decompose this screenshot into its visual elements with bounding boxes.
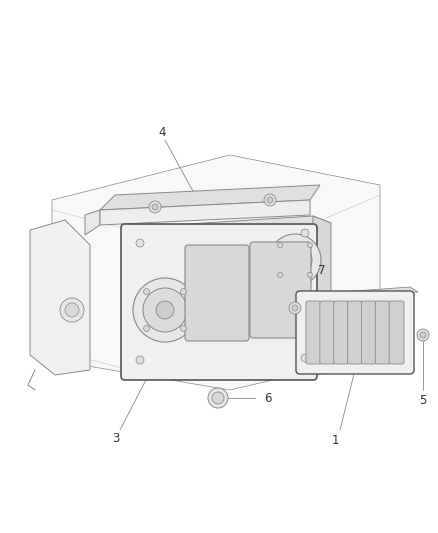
- FancyBboxPatch shape: [389, 301, 404, 364]
- Polygon shape: [313, 216, 331, 376]
- Circle shape: [136, 239, 144, 247]
- FancyBboxPatch shape: [320, 301, 335, 364]
- Circle shape: [208, 388, 228, 408]
- FancyBboxPatch shape: [296, 291, 414, 374]
- Circle shape: [417, 329, 429, 341]
- Circle shape: [133, 278, 197, 342]
- Polygon shape: [52, 155, 380, 390]
- FancyBboxPatch shape: [121, 224, 317, 380]
- Circle shape: [152, 204, 158, 210]
- Circle shape: [180, 325, 187, 332]
- Polygon shape: [300, 287, 418, 300]
- FancyBboxPatch shape: [375, 301, 390, 364]
- Circle shape: [149, 201, 161, 213]
- Circle shape: [212, 392, 224, 404]
- Polygon shape: [100, 185, 320, 210]
- Circle shape: [301, 229, 309, 237]
- Circle shape: [292, 305, 298, 311]
- Circle shape: [307, 243, 312, 248]
- Text: 5: 5: [419, 393, 427, 407]
- FancyBboxPatch shape: [348, 301, 362, 364]
- Circle shape: [144, 288, 150, 295]
- Circle shape: [65, 303, 79, 317]
- Circle shape: [288, 253, 302, 267]
- Circle shape: [144, 325, 150, 332]
- Circle shape: [60, 298, 84, 322]
- FancyBboxPatch shape: [250, 242, 311, 338]
- Circle shape: [307, 272, 312, 277]
- Circle shape: [289, 302, 301, 314]
- Polygon shape: [100, 200, 310, 225]
- Circle shape: [269, 234, 321, 286]
- FancyBboxPatch shape: [361, 301, 376, 364]
- Text: 6: 6: [264, 392, 272, 405]
- Text: 7: 7: [318, 263, 326, 277]
- Circle shape: [278, 243, 283, 248]
- Circle shape: [420, 332, 426, 338]
- Polygon shape: [125, 216, 331, 235]
- FancyBboxPatch shape: [334, 301, 349, 364]
- Circle shape: [136, 356, 144, 364]
- Text: 1: 1: [331, 433, 339, 447]
- Circle shape: [156, 301, 174, 319]
- Circle shape: [278, 243, 312, 277]
- Circle shape: [143, 288, 187, 332]
- Circle shape: [301, 354, 309, 362]
- Text: 4: 4: [158, 125, 166, 139]
- Polygon shape: [125, 228, 313, 376]
- Polygon shape: [30, 220, 90, 375]
- Text: 3: 3: [112, 432, 120, 445]
- FancyBboxPatch shape: [185, 245, 249, 341]
- Polygon shape: [85, 210, 100, 235]
- Circle shape: [264, 194, 276, 206]
- Circle shape: [278, 272, 283, 277]
- Circle shape: [180, 288, 187, 295]
- Circle shape: [267, 197, 273, 203]
- FancyBboxPatch shape: [306, 301, 321, 364]
